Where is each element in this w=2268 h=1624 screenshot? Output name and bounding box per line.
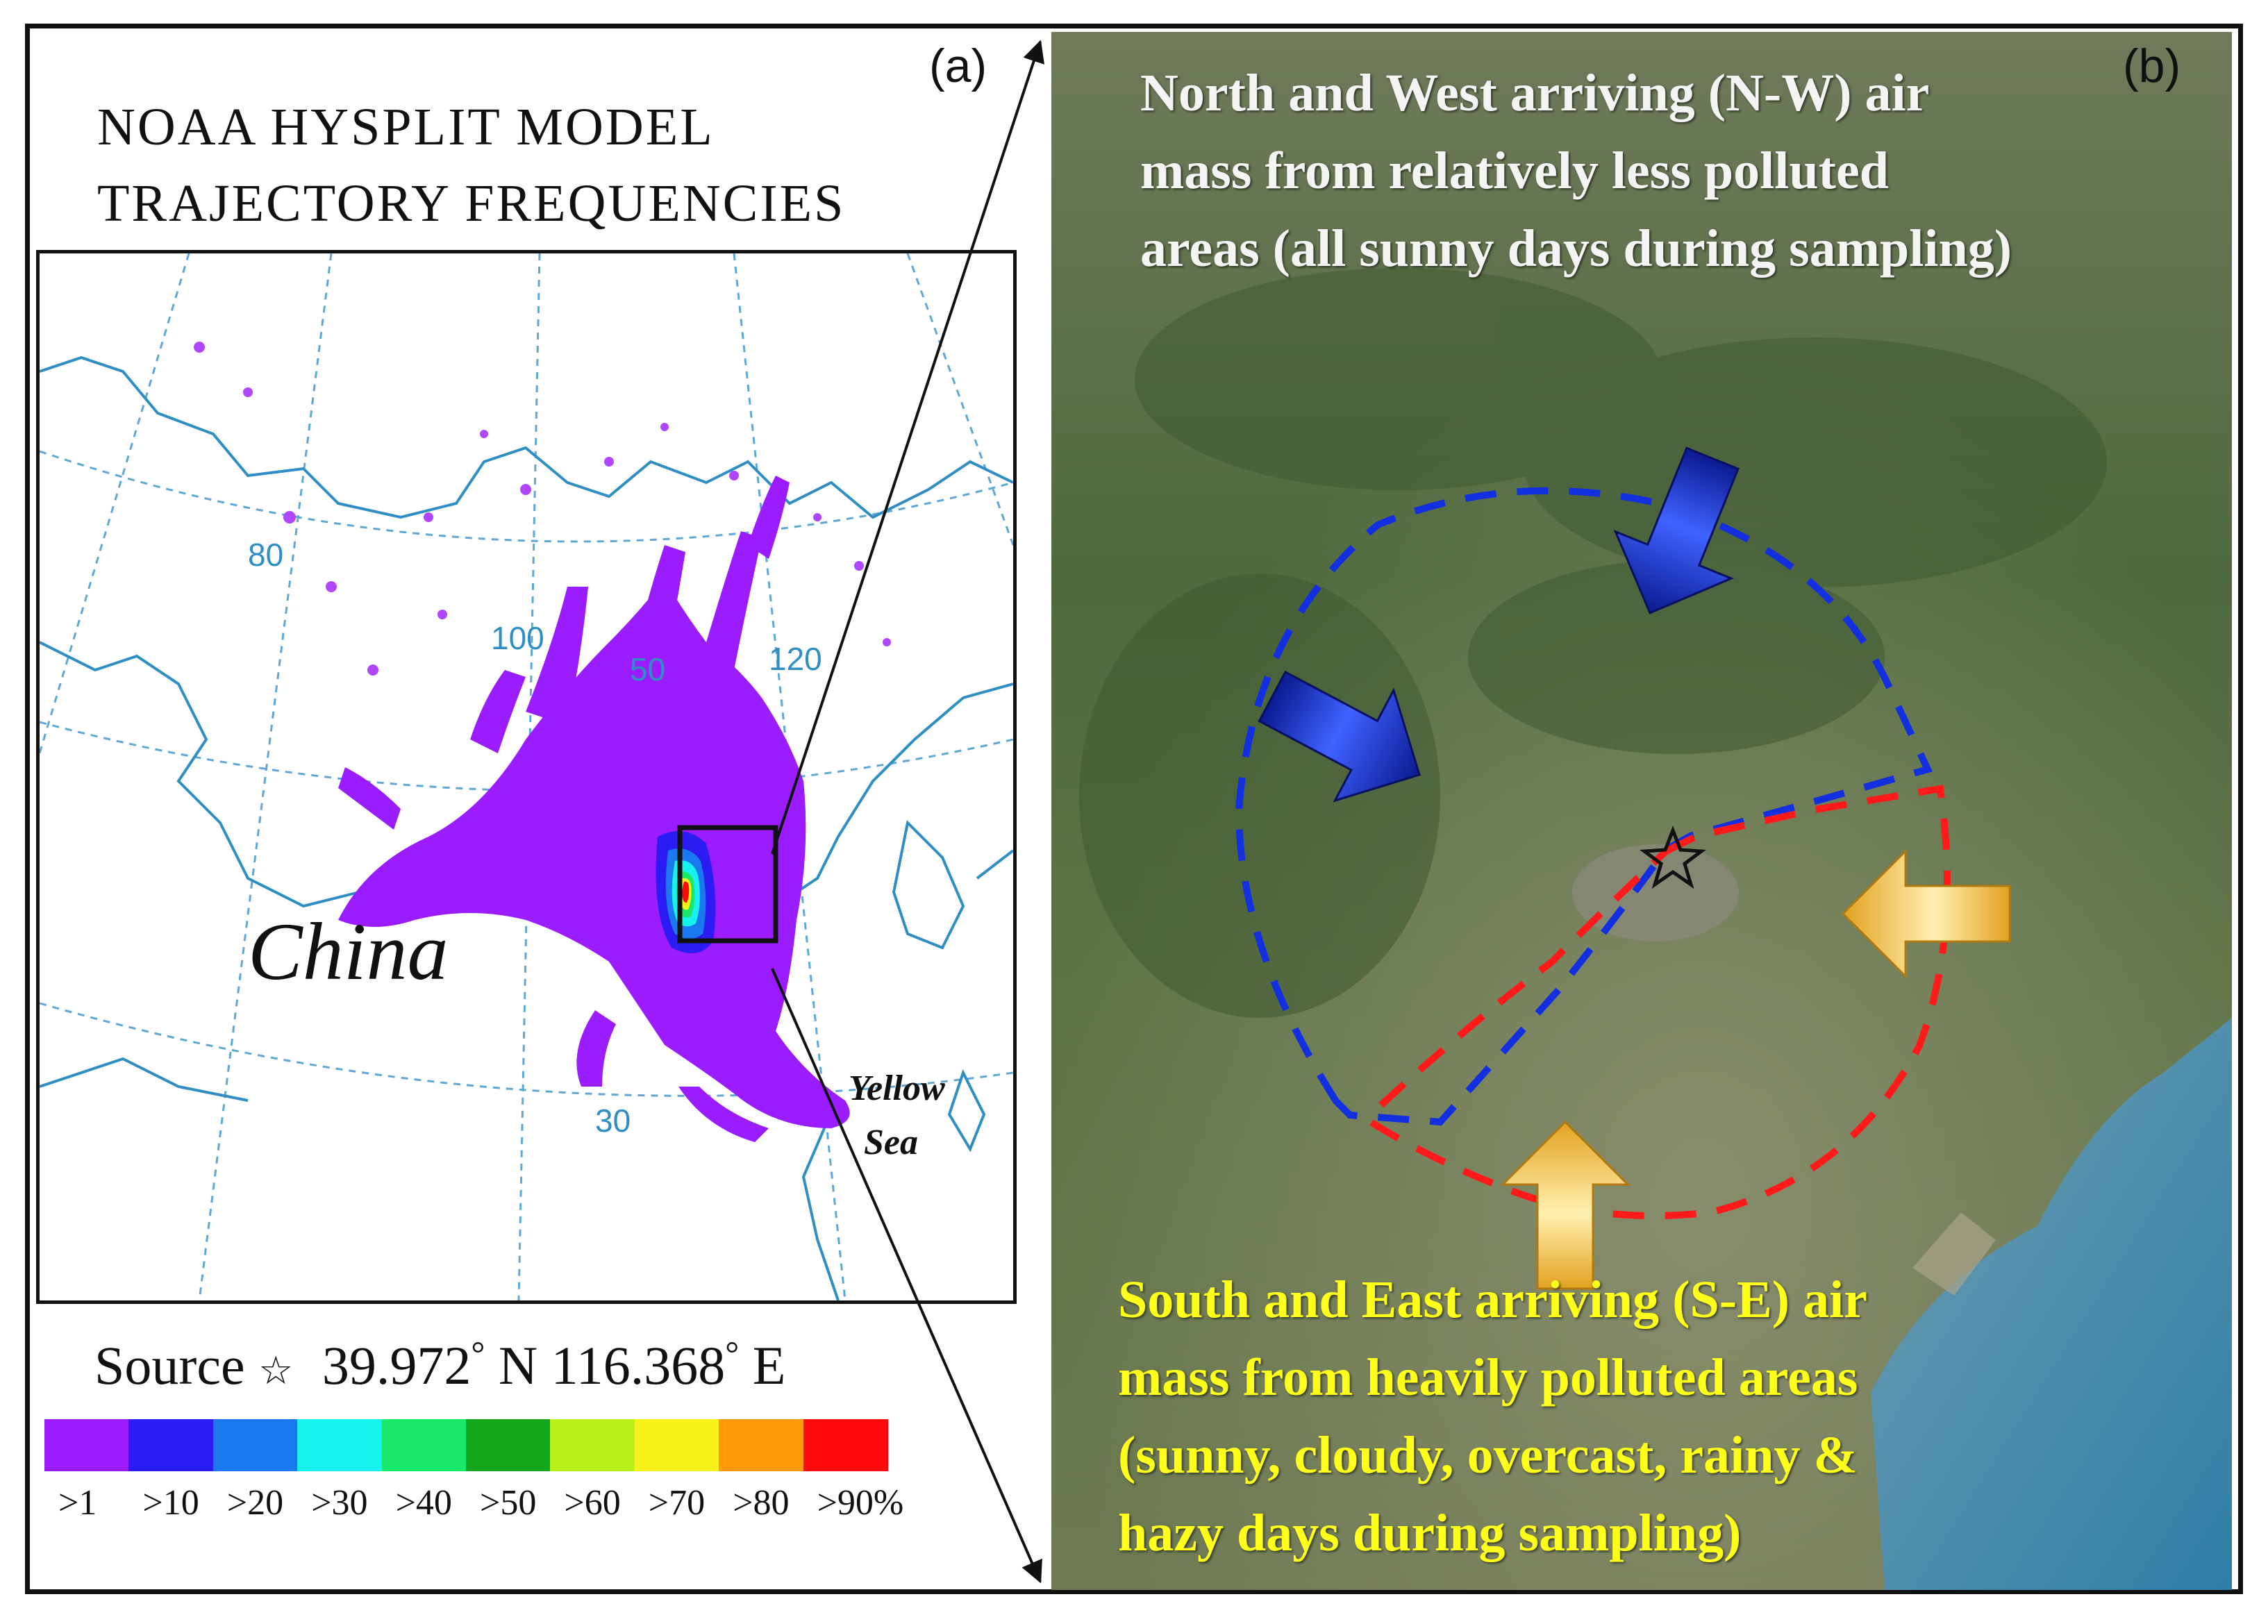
sea-label-line1: Yellow — [849, 1069, 945, 1108]
legend-swatch — [719, 1419, 804, 1471]
coastal-flats — [1912, 1212, 1996, 1296]
legend-label: >70 — [648, 1483, 706, 1523]
legend-label: >20 — [226, 1483, 284, 1523]
connector-top — [771, 40, 1045, 855]
source-deg1: ° — [471, 1334, 485, 1373]
legend-label: >1 — [58, 1483, 97, 1523]
legend-label: >50 — [480, 1483, 537, 1523]
nw-arrow-top — [1613, 446, 1740, 614]
source-lat-hemi: N — [498, 1335, 538, 1396]
trajectory-map-svg: 80 100 50 120 30 China — [40, 253, 1013, 1300]
high-frequency-core — [656, 831, 716, 953]
legend-swatch — [297, 1419, 383, 1471]
nw-caption-line1: North and West arriving (N-W) air — [1140, 64, 1930, 122]
panel-a-label: (a) — [929, 40, 987, 92]
mountain-texture — [1079, 268, 2107, 1018]
se-caption: South and East arriving (S-E) air mass f… — [1118, 1261, 1867, 1572]
source-line: Source ☆ 39.972° N 116.368° E — [94, 1333, 785, 1397]
legend-label: >80 — [733, 1483, 790, 1523]
panel-b-label: (b) — [2123, 40, 2181, 92]
nw-caption-line3: areas (all sunny days during sampling) — [1140, 219, 2012, 278]
study-area-box — [677, 825, 778, 944]
legend-labels: >1 >10 >20 >30 >40 >50 >60 >70 >80 >90% — [44, 1482, 947, 1531]
nw-caption-line2: mass from relatively less polluted — [1140, 142, 1889, 200]
legend-label: >60 — [564, 1483, 621, 1523]
trajectory-frequency-map: 80 100 50 120 30 China — [36, 250, 1017, 1304]
source-prefix: Source — [94, 1335, 245, 1396]
country-label: China — [248, 906, 449, 997]
panel-a-title-line2: TRAJECTORY FREQUENCIES — [97, 174, 846, 233]
label-50: 50 — [630, 651, 665, 687]
legend-swatch — [381, 1419, 467, 1471]
legend-swatch — [634, 1419, 720, 1471]
satellite-map: (b) North and West arriving (N-W) air ma… — [1051, 32, 2232, 1590]
se-caption-line3: (sunny, cloudy, overcast, rainy & — [1118, 1426, 1858, 1484]
se-arrow-right — [1841, 848, 2011, 979]
legend-swatch — [128, 1419, 214, 1471]
legend-label: >90% — [817, 1483, 904, 1523]
nw-boundary-dashed — [1235, 487, 1933, 1126]
frequency-plume — [338, 476, 850, 1142]
source-deg2: ° — [725, 1334, 740, 1373]
label-30: 30 — [595, 1103, 631, 1139]
legend-label: >40 — [395, 1483, 452, 1523]
graticule-labels: 80 100 50 120 30 — [248, 537, 822, 1139]
label-120: 120 — [769, 641, 822, 677]
label-100: 100 — [491, 620, 544, 656]
se-caption-line2: mass from heavily polluted areas — [1118, 1348, 1858, 1407]
bohai-sea — [1871, 1018, 2232, 1590]
legend-swatch — [550, 1419, 635, 1471]
sea-label-line2: Sea — [864, 1123, 918, 1162]
se-caption-line4: hazy days during sampling) — [1118, 1504, 1742, 1562]
figure-frame — [25, 24, 2243, 1594]
nw-caption: North and West arriving (N-W) air mass f… — [1140, 54, 2012, 287]
source-star-icon: ☆ — [258, 1348, 294, 1393]
source-star-marker — [1640, 826, 1706, 889]
se-caption-line1: South and East arriving (S-E) air — [1118, 1271, 1867, 1329]
legend-swatch — [803, 1419, 888, 1471]
connector-bottom — [771, 968, 1042, 1584]
legend-label: >30 — [311, 1483, 368, 1523]
legend-swatch — [44, 1419, 130, 1471]
source-lon-hemi: E — [752, 1335, 786, 1396]
satellite-map-svg — [1051, 32, 2232, 1590]
se-arrow-bottom — [1500, 1120, 1631, 1290]
panel-a-title-line1: NOAA HYSPLIT MODEL — [97, 98, 715, 156]
source-lon: 116.368 — [551, 1335, 726, 1396]
source-lat: 39.972 — [322, 1335, 472, 1396]
label-80: 80 — [248, 537, 283, 573]
legend-swatch — [212, 1419, 299, 1471]
legend-swatch — [466, 1419, 551, 1471]
legend-label: >10 — [142, 1483, 199, 1523]
frequency-speckles — [194, 342, 891, 676]
legend-color-bar — [44, 1419, 888, 1471]
nw-arrow-left — [1258, 670, 1421, 803]
